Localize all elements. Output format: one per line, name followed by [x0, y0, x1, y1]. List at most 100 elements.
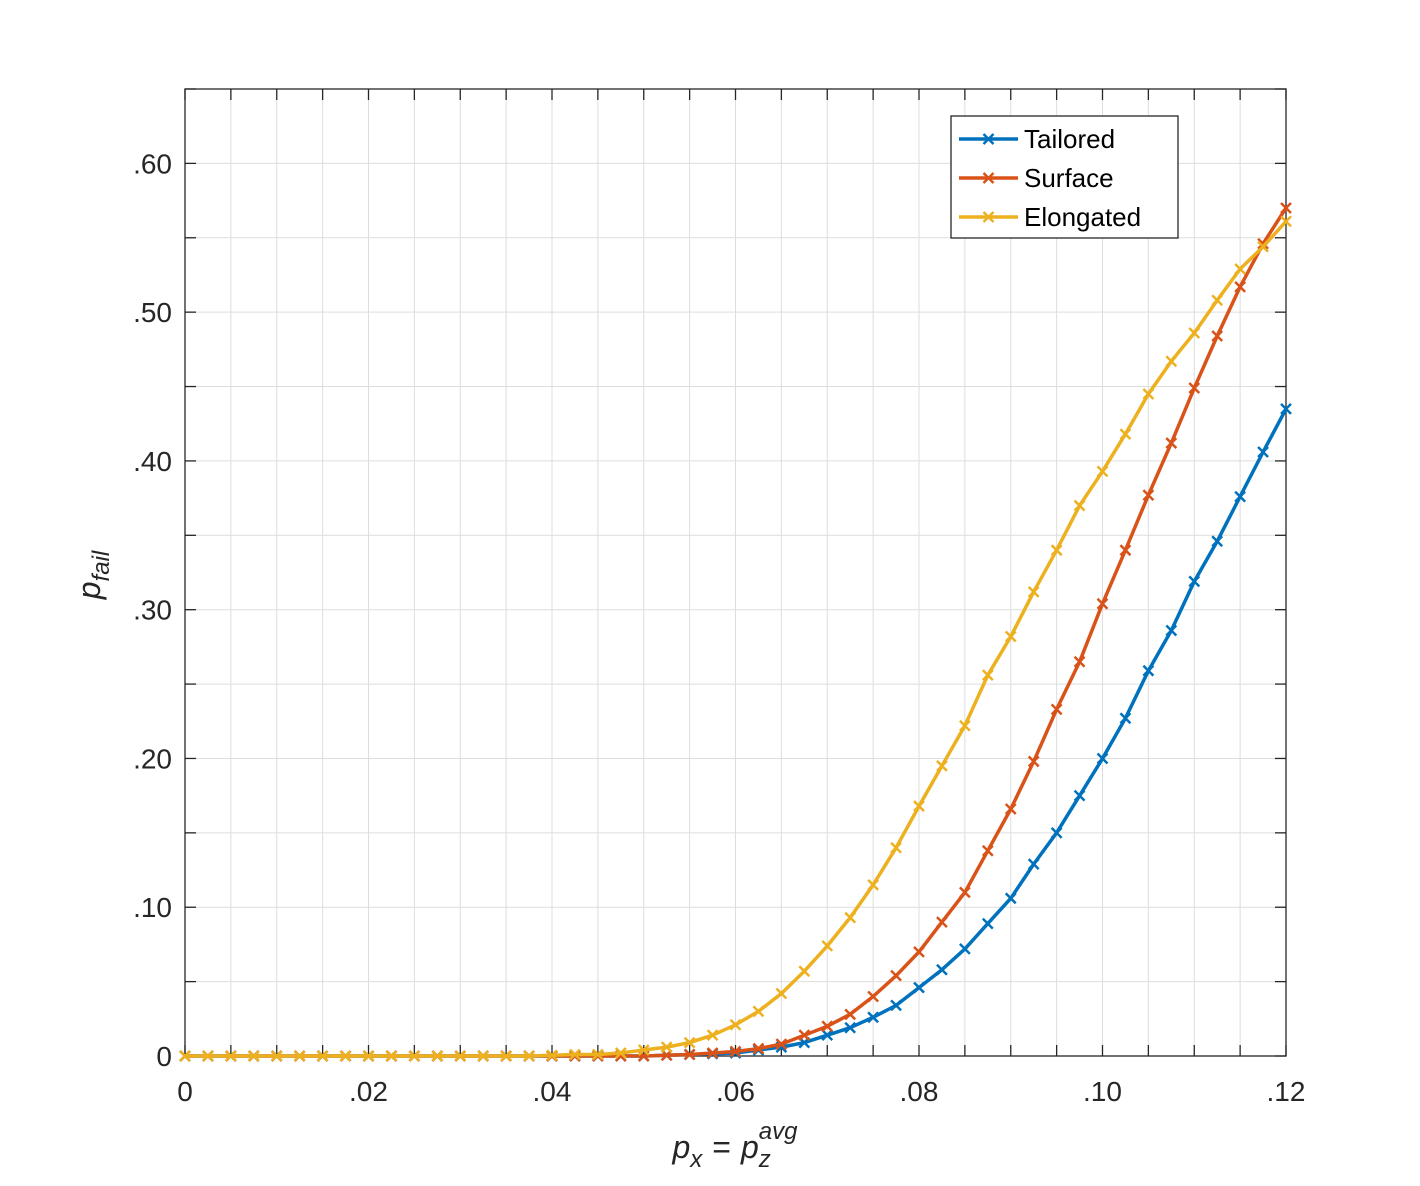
data-point-marker: [1119, 428, 1132, 441]
y-tick-label: 0: [156, 1041, 172, 1072]
data-point-marker: [706, 1029, 719, 1042]
legend: Tailored Surface Elongated: [950, 115, 1179, 239]
data-point-marker: [890, 969, 902, 982]
y-tick-label: .50: [133, 297, 172, 328]
data-point-marker: [1050, 544, 1063, 557]
x-tick-label: .10: [1083, 1076, 1122, 1107]
data-point-marker: [1004, 630, 1017, 643]
data-point-marker: [224, 1050, 237, 1062]
data-point-marker: [982, 211, 995, 223]
data-point-marker: [890, 841, 902, 854]
data-point-marker: [1165, 437, 1178, 449]
data-point-marker: [981, 844, 994, 857]
x-tick-label: .04: [533, 1076, 572, 1107]
x-tick-labels: 0 .02 .04 .06 .08 .10 .12: [177, 1076, 1305, 1107]
data-point-marker: [1096, 465, 1109, 478]
data-point-marker: [1165, 355, 1178, 368]
data-point-marker: [1027, 858, 1040, 870]
data-point-marker: [821, 940, 834, 952]
data-point-marker: [1257, 237, 1269, 250]
data-point-marker: [1142, 388, 1155, 400]
data-point-marker: [202, 1050, 214, 1062]
data-point-marker: [614, 1047, 627, 1059]
y-tick-label: .10: [133, 892, 172, 923]
data-point-marker: [729, 1018, 742, 1031]
axis-ticks: [184, 88, 1287, 1057]
data-point-marker: [1280, 202, 1292, 214]
data-point-marker: [270, 1050, 283, 1062]
data-point-marker: [936, 760, 948, 772]
x-tick-label: .08: [900, 1076, 939, 1107]
data-point-marker: [1119, 712, 1132, 725]
data-point-marker: [798, 965, 811, 978]
data-point-marker: [752, 1042, 765, 1055]
data-point-marker: [890, 999, 902, 1012]
data-point-marker: [362, 1050, 375, 1062]
data-point-marker: [500, 1050, 513, 1062]
data-point-marker: [1027, 755, 1040, 768]
y-tick-labels: 0 .10 .20 .30 .40 .50 .60: [133, 148, 172, 1072]
data-point-marker: [982, 172, 995, 184]
x-tick-label: .02: [349, 1076, 388, 1107]
y-tick-label: .40: [133, 446, 172, 477]
data-point-marker: [821, 1020, 834, 1033]
series-elongated: [179, 215, 1292, 1062]
data-point-marker: [293, 1050, 306, 1062]
data-point-marker: [408, 1050, 421, 1062]
data-point-marker: [1073, 789, 1086, 802]
data-point-marker: [844, 1008, 857, 1021]
data-point-marker: [1165, 624, 1178, 637]
x-tick-label: .06: [716, 1076, 755, 1107]
data-point-marker: [523, 1050, 535, 1062]
data-point-marker: [729, 1045, 742, 1058]
data-point-marker: [981, 669, 994, 682]
x-axis-label: px = pzavg: [672, 1118, 799, 1173]
data-point-marker: [981, 917, 994, 930]
data-point-marker: [844, 1021, 857, 1034]
data-point-marker: [477, 1050, 490, 1062]
x-tick-label: .12: [1267, 1076, 1306, 1107]
data-point-marker: [546, 1049, 558, 1062]
data-point-marker: [1073, 655, 1086, 668]
y-tick-label: .60: [133, 148, 172, 179]
data-point-marker: [569, 1048, 581, 1061]
data-point-marker: [1027, 585, 1040, 598]
data-point-marker: [1234, 280, 1247, 293]
data-point-marker: [431, 1050, 444, 1062]
data-point-marker: [913, 945, 925, 958]
data-point-marker: [958, 719, 971, 732]
data-point-marker: [798, 1029, 811, 1042]
y-tick-label: .30: [133, 595, 172, 626]
data-point-marker: [247, 1050, 260, 1062]
data-point-marker: [936, 916, 948, 928]
data-point-marker: [1050, 826, 1063, 839]
data-point-marker: [1096, 752, 1109, 765]
legend-entry-tailored: Tailored: [959, 124, 1115, 154]
data-point-marker: [660, 1041, 673, 1053]
data-point-marker: [1257, 240, 1269, 253]
data-point-marker: [958, 943, 971, 955]
data-point-marker: [958, 886, 971, 899]
data-point-marker: [1142, 664, 1155, 677]
data-point-marker: [1119, 544, 1132, 557]
data-point-marker: [821, 1029, 834, 1042]
legend-entry-surface: Surface: [959, 163, 1114, 193]
data-point-marker: [706, 1047, 719, 1059]
data-point-marker: [683, 1048, 696, 1061]
series-group: [179, 202, 1292, 1062]
data-point-marker: [844, 911, 857, 924]
data-point-marker: [1211, 330, 1224, 342]
data-point-marker: [913, 800, 925, 812]
data-point-marker: [454, 1050, 467, 1062]
data-point-marker: [339, 1050, 352, 1062]
y-axis-label: pfail: [71, 550, 115, 600]
data-point-marker: [591, 1048, 604, 1061]
data-point-marker: [683, 1036, 696, 1049]
y-tick-label: .20: [133, 743, 172, 774]
data-point-marker: [1280, 215, 1292, 228]
data-point-marker: [1211, 294, 1224, 307]
data-point-marker: [936, 963, 948, 976]
data-point-marker: [1234, 263, 1247, 275]
data-point-marker: [1188, 382, 1201, 394]
data-point-marker: [385, 1050, 398, 1062]
